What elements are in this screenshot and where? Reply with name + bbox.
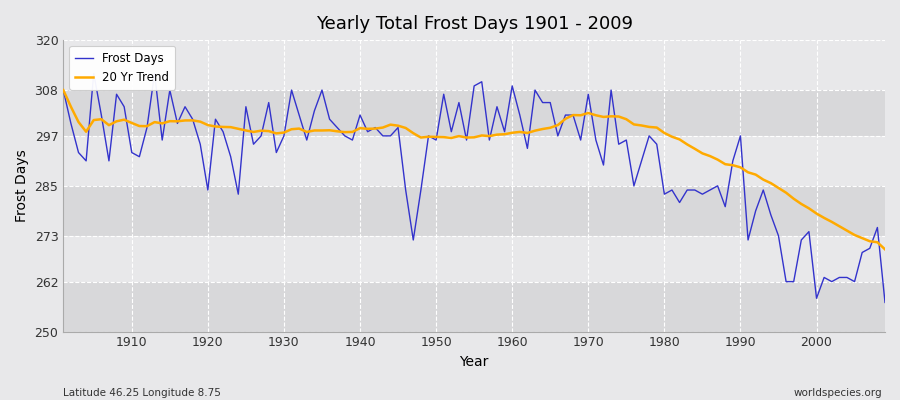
Bar [63, 90, 885, 136]
Bar [63, 40, 885, 90]
20 Yr Trend [879, 247, 890, 252]
Frost Days [879, 300, 890, 305]
Bar [63, 186, 885, 236]
Line: 20 Yr Trend: 20 Yr Trend [63, 90, 885, 249]
Text: worldspecies.org: worldspecies.org [794, 388, 882, 398]
Frost Days [507, 84, 517, 88]
Legend: Frost Days, 20 Yr Trend: Frost Days, 20 Yr Trend [69, 46, 176, 90]
Frost Days [126, 150, 137, 155]
20 Yr Trend [286, 127, 297, 132]
Frost Days [339, 134, 350, 138]
20 Yr Trend [58, 88, 68, 92]
Frost Days [88, 71, 99, 76]
Bar [63, 282, 885, 332]
Frost Days [515, 113, 526, 118]
Line: Frost Days: Frost Days [63, 74, 885, 302]
Bar [63, 136, 885, 186]
Bar [63, 236, 885, 282]
Text: Latitude 46.25 Longitude 8.75: Latitude 46.25 Longitude 8.75 [63, 388, 220, 398]
Frost Days [606, 88, 616, 92]
Title: Yearly Total Frost Days 1901 - 2009: Yearly Total Frost Days 1901 - 2009 [316, 15, 633, 33]
20 Yr Trend [332, 129, 343, 134]
20 Yr Trend [119, 117, 130, 122]
X-axis label: Year: Year [460, 355, 489, 369]
20 Yr Trend [500, 132, 510, 137]
Frost Days [293, 113, 304, 118]
20 Yr Trend [507, 130, 517, 135]
20 Yr Trend [598, 114, 609, 119]
Frost Days [58, 88, 68, 92]
Y-axis label: Frost Days: Frost Days [15, 150, 29, 222]
